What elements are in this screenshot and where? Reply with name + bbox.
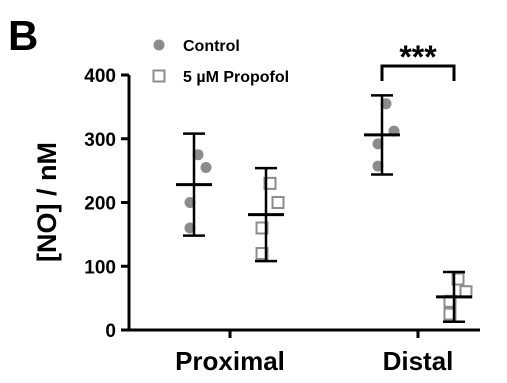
y-tick-label: 0 <box>105 321 116 342</box>
y-axis-title: [NO] / nM <box>32 142 62 262</box>
significance-bracket <box>380 64 456 81</box>
panel-label: B <box>8 12 38 59</box>
axes: 0 100 200 300 400 Proximal Distal <box>84 66 480 376</box>
legend-label-propofol: 5 µM Propofol <box>183 69 289 86</box>
data-point-control <box>200 161 212 173</box>
legend: Control 5 µM Propofol <box>152 38 289 86</box>
data-point-propofol <box>255 221 269 235</box>
x-category-label: Proximal <box>175 346 285 376</box>
data-point-propofol <box>255 247 269 260</box>
legend-marker-propofol <box>152 69 166 83</box>
legend-label-control: Control <box>183 38 240 55</box>
legend-marker-control <box>153 39 165 51</box>
y-tick-label: 100 <box>84 257 116 278</box>
y-tick-label: 400 <box>84 66 116 87</box>
significance-label: *** <box>399 39 437 75</box>
y-tick-label: 200 <box>84 194 116 215</box>
y-tick-label: 300 <box>84 130 116 151</box>
data-marks <box>176 94 473 323</box>
data-point-propofol <box>263 176 277 190</box>
data-point-propofol <box>443 307 457 321</box>
data-point-propofol <box>451 272 465 286</box>
data-point-propofol <box>271 196 285 209</box>
significance-annotation: *** <box>380 39 456 81</box>
x-category-label: Distal <box>383 346 454 376</box>
